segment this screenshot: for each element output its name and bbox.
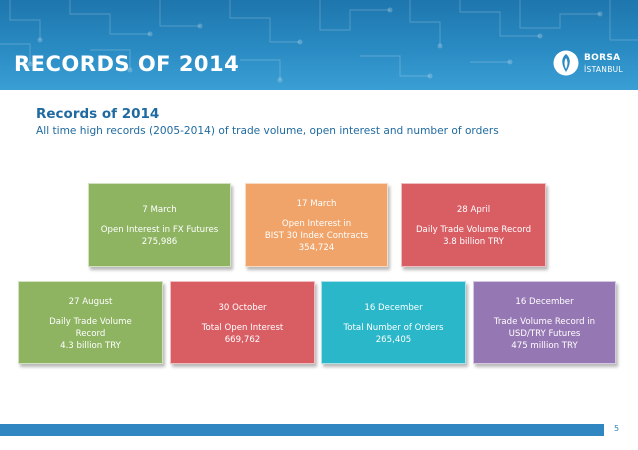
record-date: 28 April <box>456 205 491 215</box>
record-card: 30 October Total Open Interest 669,762 <box>170 281 315 364</box>
page-number: 5 <box>614 424 620 433</box>
record-card: 7 March Open Interest in FX Futures 275,… <box>88 183 231 267</box>
record-text: Total Number of Orders <box>343 323 444 333</box>
record-date: 27 August <box>68 297 113 307</box>
record-value: 3.8 billion TRY <box>443 237 504 247</box>
record-card: 27 August Daily Trade Volume Record 4.3 … <box>18 281 163 364</box>
footer-bar <box>0 424 638 436</box>
record-text: BIST 30 Index Contracts <box>264 231 369 241</box>
logo-text-line2: İSTANBUL <box>584 65 623 74</box>
record-text: Daily Trade Volume <box>49 317 132 327</box>
record-date: 17 March <box>296 199 337 209</box>
record-value: 475 million TRY <box>511 341 578 351</box>
tulip-emblem-icon <box>553 50 579 76</box>
record-card: 16 December Trade Volume Record in USD/T… <box>473 281 616 364</box>
record-text: Trade Volume Record in <box>493 317 596 327</box>
record-text: USD/TRY Futures <box>508 329 581 339</box>
record-card: 28 April Daily Trade Volume Record 3.8 b… <box>401 183 546 267</box>
record-text: Daily Trade Volume Record <box>415 225 532 235</box>
record-card: 17 March Open Interest in BIST 30 Index … <box>245 183 388 267</box>
record-text: Record <box>75 329 106 339</box>
record-value: 265,405 <box>375 335 412 345</box>
record-text: Open Interest in <box>281 219 352 229</box>
borsa-istanbul-logo: BORSA İSTANBUL <box>553 48 631 82</box>
record-date: 16 December <box>515 297 574 307</box>
record-text: Total Open Interest <box>201 323 284 333</box>
record-value: 4.3 billion TRY <box>60 341 121 351</box>
record-value: 354,724 <box>298 243 335 253</box>
record-value: 275,986 <box>141 237 178 247</box>
record-card: 16 December Total Number of Orders 265,4… <box>321 281 466 364</box>
footer-notch <box>604 424 638 436</box>
page-title: RECORDS OF 2014 <box>14 52 240 76</box>
record-date: 7 March <box>142 205 177 215</box>
section-subtitle: Records of 2014 <box>36 106 160 122</box>
record-date: 30 October <box>218 303 267 313</box>
circuit-pattern-icon <box>0 0 638 83</box>
record-date: 16 December <box>364 303 423 313</box>
logo-text-line1: BORSA <box>584 53 621 63</box>
record-value: 669,762 <box>224 335 261 345</box>
record-text: Open Interest in FX Futures <box>100 225 219 235</box>
section-description: All time high records (2005-2014) of tra… <box>36 125 499 137</box>
header-banner: RECORDS OF 2014 BORSA İSTANBUL <box>0 0 638 90</box>
